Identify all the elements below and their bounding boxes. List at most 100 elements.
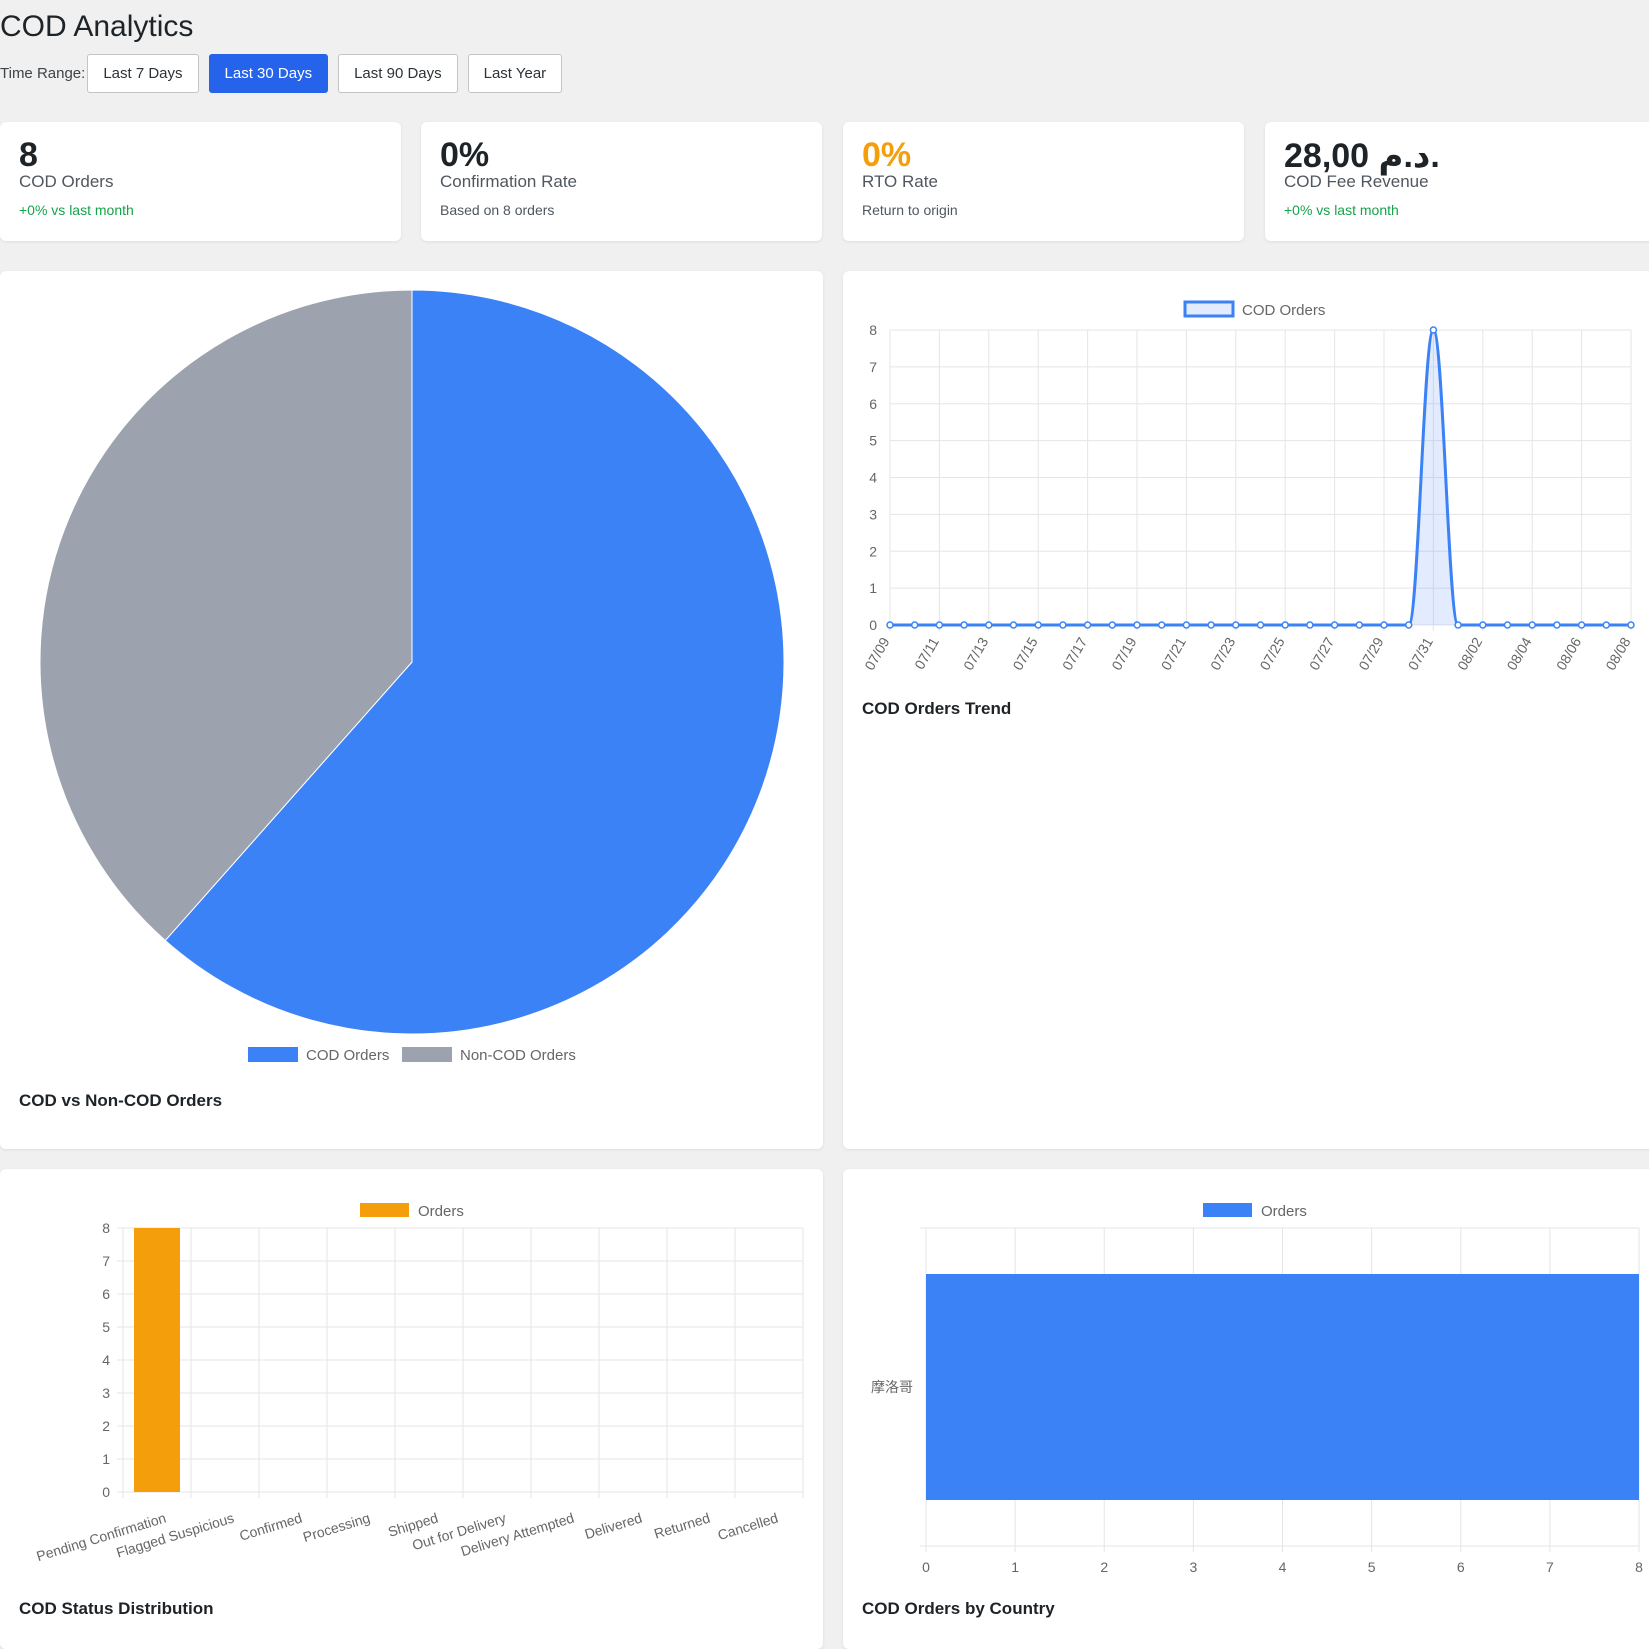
- legend-label: Orders: [1261, 1203, 1307, 1220]
- legend-label: Non-COD Orders: [460, 1047, 576, 1064]
- y-tick-label: 1: [102, 1451, 110, 1467]
- stat-label: COD Fee Revenue: [1284, 172, 1429, 191]
- x-tick-label: 07/11: [911, 634, 942, 672]
- range-7-days-button[interactable]: Last 7 Days: [87, 53, 199, 93]
- chart-title: COD Orders Trend: [862, 699, 1012, 718]
- data-point: [1009, 621, 1018, 629]
- legend-label: Orders: [418, 1203, 464, 1220]
- data-point: [1133, 621, 1141, 629]
- data-point: [1207, 621, 1215, 629]
- y-tick-label: 8: [869, 322, 877, 338]
- x-tick-label: 07/25: [1256, 634, 1287, 673]
- data-point: [1281, 621, 1289, 629]
- x-tick-label: Confirmed: [237, 1510, 303, 1544]
- data-point: [1454, 621, 1462, 629]
- data-point: [1083, 621, 1092, 629]
- y-tick-label: 8: [102, 1220, 110, 1236]
- y-tick-label: 2: [869, 543, 877, 559]
- x-tick-label: Delivered: [583, 1510, 644, 1543]
- stat-card-rto-rate: 0% RTO Rate Return to origin: [843, 122, 1244, 241]
- data-point: [1108, 621, 1117, 629]
- stat-label: RTO Rate: [862, 172, 938, 191]
- x-tick-label: 07/19: [1108, 634, 1139, 673]
- data-point: [1553, 621, 1561, 629]
- line-area: [890, 330, 1631, 625]
- y-tick-label: 3: [869, 506, 877, 522]
- line-chart: 0 1 2 3 4 5 6 7 8 07/09 07/11 07/13 07/15 07/17 07/19 0…: [861, 300, 1635, 673]
- data-point: [1034, 621, 1042, 629]
- chart-title: COD Status Distribution: [19, 1599, 214, 1618]
- chart-card-cod-vs-noncod: COD Orders Non-COD Orders COD vs Non-COD …: [0, 271, 823, 1149]
- y-tick-label: 0: [869, 617, 877, 633]
- range-90-days-button[interactable]: Last 90 Days: [338, 53, 458, 93]
- data-point: [1429, 326, 1438, 334]
- data-point: [1503, 621, 1512, 629]
- stat-card-cod-orders: 8 COD Orders +0% vs last month: [0, 122, 401, 241]
- stat-value: 0%: [440, 136, 490, 174]
- chart-card-cod-status: 0 1 2 3 4 5 6 7 8 Pending Confirmation Flagged Sus…: [0, 1169, 823, 1649]
- x-tick-label: Cancelled: [716, 1510, 780, 1544]
- x-tick-label: 08/04: [1503, 634, 1534, 673]
- x-tick-label: 5: [1368, 1559, 1376, 1575]
- y-tick-label: 5: [102, 1319, 110, 1335]
- data-point: [1528, 621, 1536, 629]
- y-tick-label: 3: [102, 1385, 110, 1401]
- legend-label: COD Orders: [1242, 302, 1325, 319]
- stat-value: 28,00 د.م.: [1284, 137, 1440, 175]
- legend-swatch: [1203, 1203, 1252, 1217]
- x-tick-label: 3: [1189, 1559, 1197, 1575]
- bar: [926, 1274, 1639, 1500]
- stat-value: 8: [19, 136, 38, 174]
- range-30-days-button[interactable]: Last 30 Days: [208, 53, 329, 93]
- y-tick-label: 7: [869, 359, 877, 375]
- x-tick-label: 08/02: [1454, 634, 1485, 673]
- stat-note: Return to origin: [862, 202, 958, 218]
- data-point: [1182, 621, 1191, 629]
- x-tick-label: 07/23: [1207, 634, 1238, 673]
- stat-change: +0% vs last month: [19, 202, 134, 218]
- stat-change: +0% vs last month: [1284, 202, 1399, 218]
- x-tick-label: 0: [922, 1559, 930, 1575]
- time-range-label: Time Range:: [0, 64, 86, 82]
- stat-value: 0%: [862, 136, 912, 174]
- x-tick-label: 07/13: [960, 634, 991, 673]
- legend-swatch: [360, 1203, 409, 1217]
- x-tick-label: 08/06: [1553, 634, 1584, 673]
- stat-label: Confirmation Rate: [440, 172, 578, 191]
- y-tick-label: 摩洛哥: [871, 1379, 913, 1395]
- legend-swatch: [1183, 300, 1235, 318]
- y-tick-label: 4: [869, 470, 877, 486]
- pie-slice: [39, 289, 413, 942]
- x-tick-label: 8: [1635, 1559, 1643, 1575]
- data-point: [985, 621, 993, 629]
- data-point: [1330, 621, 1339, 629]
- data-point: [1577, 621, 1586, 629]
- x-tick-label: 1: [1011, 1559, 1019, 1575]
- x-tick-label: 07/17: [1059, 634, 1090, 673]
- data-point: [1355, 621, 1364, 629]
- data-point: [1404, 621, 1413, 629]
- y-tick-label: 6: [869, 396, 877, 412]
- data-point: [1256, 621, 1265, 629]
- data-point: [910, 621, 919, 629]
- data-point: [1059, 621, 1067, 629]
- pie-chart: COD Orders Non-COD Orders: [39, 289, 785, 1064]
- y-tick-label: 4: [102, 1352, 110, 1368]
- data-point: [1380, 621, 1388, 629]
- data-point: [1232, 621, 1240, 629]
- x-tick-label: 08/08: [1602, 634, 1633, 673]
- range-last-year-button[interactable]: Last Year: [467, 53, 563, 93]
- time-range-bar: Time Range: Last 7 Days Last 30 Days Las…: [0, 53, 572, 93]
- x-tick-label: 07/15: [1009, 634, 1040, 673]
- chart-title: COD Orders by Country: [862, 1599, 1055, 1618]
- stat-note: Based on 8 orders: [440, 202, 555, 218]
- pie-slice: [164, 289, 785, 1035]
- x-tick-label: 7: [1546, 1559, 1554, 1575]
- y-tick-label: 7: [102, 1253, 110, 1269]
- x-tick-label: 4: [1279, 1559, 1287, 1575]
- data-point: [1627, 621, 1635, 629]
- y-tick-label: 0: [102, 1484, 110, 1500]
- data-point: [1157, 621, 1166, 629]
- y-tick-label: 5: [869, 433, 877, 449]
